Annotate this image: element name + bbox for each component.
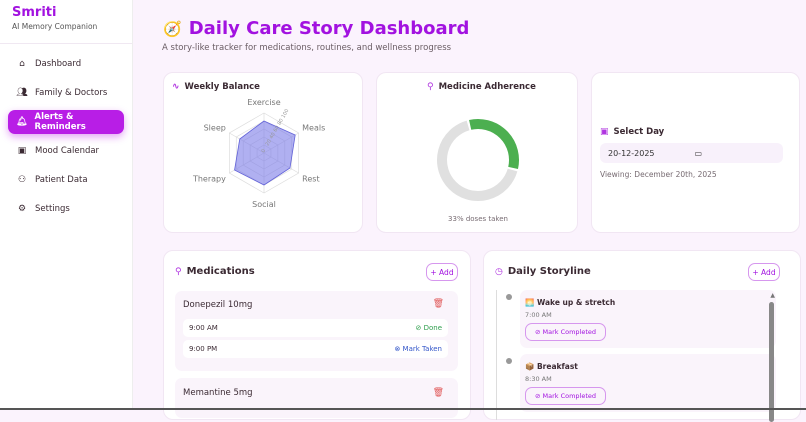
storyline-card: ◷ Daily Storyline + Add 🌅 Wake up & stret… [483, 250, 801, 422]
medication-item: Memantine 5mg 🗑︎ [175, 378, 458, 418]
weekly-balance-card: ∿ Weekly Balance Exercise Meals Rest Social T… [163, 72, 363, 233]
sunrise-icon: 🌅 [525, 298, 535, 307]
card-title: Medicine Adherence [438, 82, 536, 92]
mark-taken-button[interactable]: ⊗ Mark Taken [394, 345, 442, 353]
radar-tick-label: 100 [281, 108, 291, 119]
calendar-icon: ▣ [600, 127, 609, 137]
add-event-button[interactable]: + Add [748, 263, 780, 281]
scrollbar-thumb[interactable] [769, 302, 774, 422]
sidebar-item-patient-data[interactable]: ⚇ Patient Data [8, 168, 124, 192]
donut-slice-remaining [437, 120, 518, 201]
bottom-edge [0, 408, 806, 410]
activity-icon: ∿ [172, 82, 180, 92]
bell-icon: 🔔︎ [16, 117, 28, 127]
event-time: 8:30 AM [525, 375, 552, 383]
medication-name: Donepezil 10mg [183, 300, 253, 310]
clock-icon: ◷ [495, 266, 503, 277]
timeline-line [496, 290, 497, 420]
donut-slice-taken [469, 119, 519, 170]
select-day-card: ▣ Select Day 20-12-2025 ▭ Viewing: Decembe… [591, 72, 800, 233]
medication-name: Memantine 5mg [183, 388, 253, 398]
calendar-icon: ▣ [17, 146, 27, 156]
brand-name: Smriti [12, 5, 57, 20]
sidebar-item-settings[interactable]: ⚙ Settings [8, 197, 124, 221]
radar-tick-label: 0 [261, 148, 268, 154]
users-icon: 👥︎ [16, 88, 28, 98]
brand-tagline: AI Memory Companion [12, 22, 98, 31]
radar-chart: Exercise Meals Rest Social Therapy Sleep 02040… [192, 98, 325, 209]
card-title: Weekly Balance [184, 82, 260, 92]
scroll-up-arrow[interactable]: ▲ [770, 292, 775, 299]
calendar-picker-icon[interactable]: ▭ [694, 148, 703, 158]
page-title-text: Daily Care Story Dashboard [188, 18, 470, 39]
page-title: 🧭 Daily Care Story Dashboard [163, 18, 469, 39]
adherence-caption: 33% doses taken [448, 215, 508, 223]
timeline-dot [506, 294, 512, 300]
sidebar-item-label: Alerts & Reminders [34, 112, 86, 132]
dose-row: 9:00 PM ⊗ Mark Taken [183, 340, 448, 358]
radar-axis-label: Exercise [247, 98, 280, 107]
mark-completed-button[interactable]: ⊘ Mark Completed [525, 387, 606, 405]
sidebar-item-label: Patient Data [35, 175, 88, 185]
pill-icon: ⚲ [427, 82, 434, 92]
radar-axis-label: Sleep [204, 124, 226, 133]
date-input[interactable]: 20-12-2025 ▭ [600, 143, 783, 163]
trash-icon[interactable]: 🗑︎ [432, 388, 444, 398]
divider [0, 43, 132, 44]
viewing-date: Viewing: December 20th, 2025 [600, 170, 717, 179]
compass-icon: 🧭 [163, 19, 182, 38]
gear-icon: ⚙ [17, 204, 27, 214]
storyline-event: 🌅 Wake up & stretch 7:00 AM ⊘ Mark Compl… [520, 290, 776, 348]
radar-tick-label: 40 [269, 132, 277, 141]
event-name: Wake up & stretch [536, 298, 616, 307]
trash-icon[interactable]: 🗑︎ [432, 299, 444, 309]
radar-axis-label: Rest [302, 175, 319, 184]
sidebar-item-dashboard[interactable]: ⌂ Dashboard [8, 52, 124, 76]
dose-time: 9:00 AM [189, 324, 218, 332]
event-time: 7:00 AM [525, 311, 552, 319]
radar-tick-label: 80 [277, 118, 285, 127]
radar-axis-label: Social [252, 200, 276, 209]
medication-item: Donepezil 10mg 🗑︎ 9:00 AM ⊘ Done 9:00 PM ⊗… [175, 291, 458, 371]
timeline-dot [506, 358, 512, 364]
dose-row: 9:00 AM ⊘ Done [183, 319, 448, 337]
radar-axis-label: Meals [302, 124, 325, 133]
radar-area [234, 120, 296, 186]
page-subtitle: A story-like tracker for medications, ro… [162, 43, 452, 53]
medicine-adherence-card: ⚲ Medicine Adherence 33% doses taken [376, 72, 578, 233]
card-title: Medications [186, 266, 255, 277]
sidebar-item-family-doctors[interactable]: 👥︎ Family & Doctors [8, 81, 124, 105]
sidebar-item-label: Family & Doctors [35, 88, 108, 98]
sidebar-item-label: Settings [35, 204, 70, 214]
mark-completed-button[interactable]: ⊘ Mark Completed [525, 323, 606, 341]
medications-card: ⚲ Medications + Add Donepezil 10mg 🗑︎ 9:0… [163, 250, 471, 420]
radar-tick-label: 20 [265, 139, 273, 148]
card-title: Select Day [613, 127, 665, 137]
radar-axis-label: Therapy [192, 175, 226, 184]
dose-time: 9:00 PM [189, 345, 218, 353]
done-status: ⊘ Done [415, 324, 442, 332]
event-name: Breakfast [536, 362, 578, 371]
home-icon: ⌂ [19, 59, 25, 69]
card-title: Daily Storyline [507, 266, 591, 277]
add-medication-button[interactable]: + Add [426, 263, 458, 281]
sidebar-item-label: Mood Calendar [35, 146, 100, 156]
radar-tick-label: 60 [273, 125, 281, 134]
box-icon: 📦 [525, 362, 535, 371]
sidebar: Smriti AI Memory Companion ⌂ Dashboard 👥︎… [0, 0, 133, 410]
date-value: 20-12-2025 [608, 148, 655, 158]
pill-icon: ⚲ [175, 266, 182, 277]
user-icon: ⚇ [17, 175, 27, 185]
sidebar-item-alerts-reminders[interactable]: 🔔︎ Alerts & Reminders [8, 110, 124, 134]
sidebar-item-mood-calendar[interactable]: ▣ Mood Calendar [8, 139, 124, 163]
storyline-event: 📦 Breakfast 8:30 AM ⊘ Mark Completed [520, 354, 776, 412]
adherence-donut [437, 119, 519, 201]
sidebar-item-label: Dashboard [35, 59, 82, 69]
